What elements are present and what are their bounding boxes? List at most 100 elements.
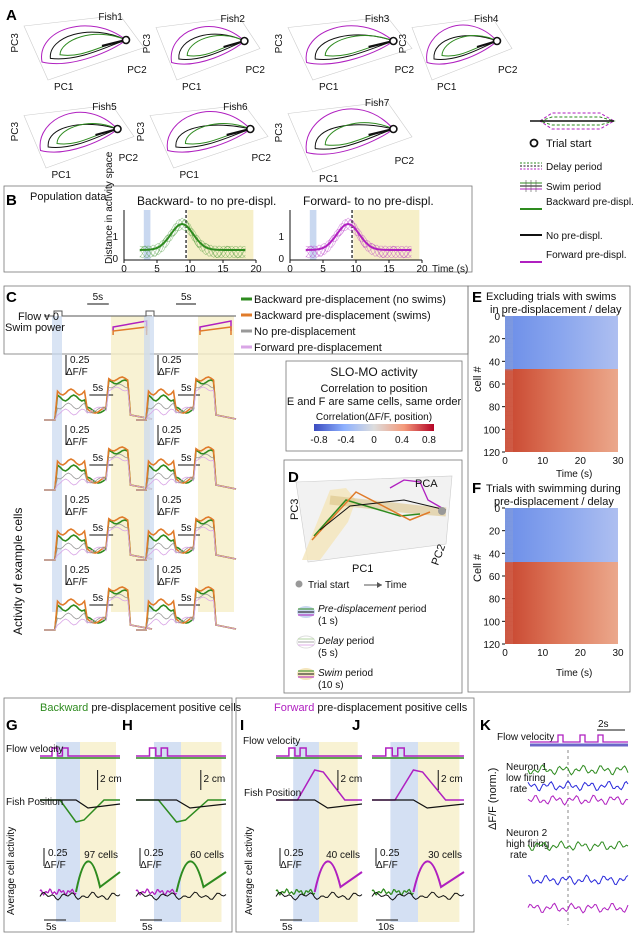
cell-trace [44, 526, 153, 561]
axis-pc2: PC2 [127, 65, 147, 76]
heat-row-onset [505, 639, 513, 644]
scale-time-row: 5s [93, 523, 104, 534]
traj-none [47, 123, 118, 149]
fish-distance-trace [139, 219, 246, 259]
swim-period-shade [110, 316, 150, 612]
traj-forward [166, 111, 251, 153]
scale-time-row: 5s [181, 453, 192, 464]
heat-ytick: 60 [489, 572, 501, 583]
trial-start-icon [389, 124, 398, 134]
heat-row-onset [505, 562, 513, 567]
pre-period-shade [56, 742, 80, 922]
scale-df-unit: ΔF/F [66, 577, 88, 588]
heat-row-onset [505, 397, 513, 403]
panel-gh: Backward pre-displacement positive cells… [3, 697, 242, 933]
panel-d-label: PCA [415, 478, 438, 490]
traj-forward [426, 24, 498, 65]
cell-trace [44, 456, 153, 491]
heat-row-onset [505, 424, 513, 430]
panel-k-neuron2: Neuron 2 high firing rate [506, 828, 549, 861]
panel-k-neuron1: Neuron 1 low firing rate [506, 762, 548, 795]
scale-time-row: 5s [93, 453, 104, 464]
fish-distance-trace [305, 218, 412, 259]
panel-k-ylabel: ΔF/F (norm.) [487, 768, 499, 830]
heat-row-onset [505, 580, 513, 586]
heat-row-onset [505, 589, 513, 595]
fish-label: Fish5 [92, 102, 117, 113]
heat-row-onset [505, 544, 513, 549]
panel-i-position: Fish Position [244, 788, 301, 799]
x-tick-label: 0 [287, 264, 293, 275]
axis-pc1: PC1 [437, 82, 457, 93]
axis-pc2: PC2 [395, 65, 415, 76]
neuron-trace [527, 794, 629, 806]
heat-xtick: 10 [537, 648, 549, 659]
pre-period-shade [143, 210, 151, 260]
fish-plot-5: Fish5 PC3 PC1 PC2 [10, 102, 138, 181]
cbar-tick-1: -0.8 [310, 435, 328, 446]
panel-i-activity: Average cell activity [244, 827, 255, 915]
axis-pc1: PC1 [319, 174, 339, 185]
heat-row-onset [505, 607, 513, 613]
cbar-tick-2: -0.4 [337, 435, 355, 446]
activity-trace [39, 891, 121, 901]
x-tick-label: 5 [320, 264, 326, 275]
scale-df-unit: ΔF/F [44, 860, 66, 871]
heat-row-onset [505, 429, 513, 434]
traj-forward [39, 111, 118, 153]
scale-df: 0.25 [162, 495, 182, 506]
scale-df-unit: ΔF/F [66, 437, 88, 448]
x-tick-label: 0 [121, 264, 127, 275]
panel-a-legend: Trial start Delay period Swim period Bac… [520, 112, 634, 263]
fish-plot-6: Fish6 PC3 PC1 PC2 [136, 102, 271, 181]
heat-row-onset [505, 352, 513, 357]
heat-row-onset [505, 402, 513, 407]
heat-row-onset [505, 361, 513, 366]
heat-xtick: 0 [502, 456, 508, 467]
cbar-tick-5: 0.8 [422, 435, 436, 446]
heat-row-onset [505, 603, 513, 608]
heat-ytick: 40 [489, 549, 501, 560]
x-tick-label: 10 [350, 264, 362, 275]
panel-ij: Forward pre-displacement positive cells … [235, 697, 475, 933]
scale-time-row: 5s [93, 593, 104, 604]
heat-row-onset [505, 393, 513, 398]
neuron-trace [527, 874, 629, 886]
panel-f: Trials with swimming during pre-displace… [472, 483, 624, 679]
panel-b-title-left: Backward- to no pre-displ. [137, 194, 276, 208]
scale-df-unit: ΔF/F [158, 577, 180, 588]
heat-row-onset [505, 530, 513, 536]
scale-df-unit: ΔF/F [66, 507, 88, 518]
traj-none [175, 124, 251, 149]
heat-row-onset [505, 447, 513, 452]
heat-ytick: 60 [489, 380, 501, 391]
legend-none: No pre-displ. [546, 231, 603, 242]
slo-mo-cbar-label: Correlation(ΔF/F, position) [316, 412, 432, 423]
heat-row-onset [505, 557, 513, 563]
y-tick-label: 0 [112, 254, 118, 265]
panel-letter-k: K [480, 717, 491, 734]
fish-box-outline [23, 14, 145, 81]
heat-row-onset [505, 553, 513, 558]
traj-forward [305, 25, 394, 65]
traj-none [178, 33, 245, 61]
heatmap-f-negative [505, 508, 618, 562]
trial-start-icon [492, 36, 502, 46]
legend-swim: Swim period [546, 182, 601, 193]
scale-time: 5s [282, 922, 293, 933]
cell-count: 30 cells [428, 850, 462, 861]
slo-mo-box: SLO-MO activity Correlation to position … [285, 360, 463, 452]
trial-start-icon [389, 36, 398, 46]
panel-d: PCA PC3 PC1 PC2 Trial start Time Pre-dis… [283, 459, 463, 694]
panel-f-title1: Trials with swimming during [486, 483, 621, 495]
mean-distance-trace [139, 222, 246, 251]
heat-xtick: 20 [575, 648, 587, 659]
scale-df: 0.25 [380, 848, 400, 859]
scale-time: 5s [181, 292, 192, 303]
y-tick-label: 1 [278, 232, 284, 243]
panel-letter-h: H [122, 717, 133, 734]
scale-time-row: 5s [181, 523, 192, 534]
heat-ytick: 100 [483, 617, 500, 628]
fish-position-trace [40, 799, 121, 809]
panel-c-swim-label: Swim power [5, 322, 65, 334]
